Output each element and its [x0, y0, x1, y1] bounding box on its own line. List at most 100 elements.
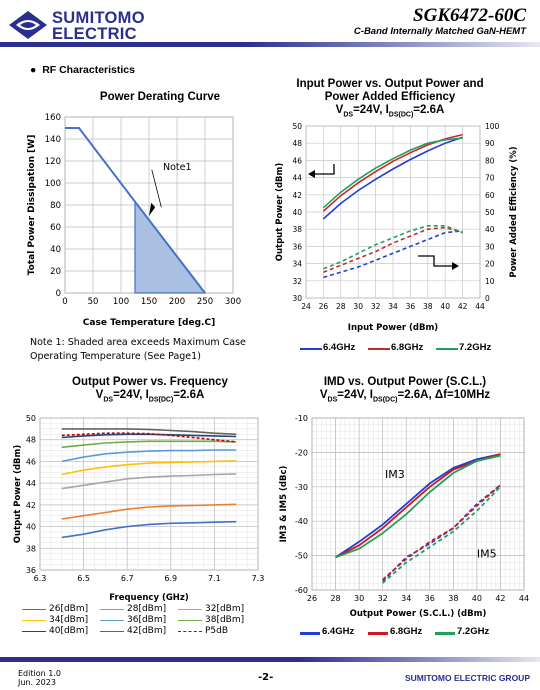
y-tick-label: -40 — [295, 517, 308, 526]
pin-pout-conditions: VDS=24V, IDS(DC)=2.6A — [270, 104, 510, 121]
legend-label: 38[dBm] — [205, 615, 245, 625]
pin-pout-chart-title: Input Power vs. Output Power and Power A… — [270, 78, 510, 121]
x-tick-label: 24 — [301, 302, 311, 311]
y2-tick-label: 0 — [485, 294, 490, 303]
legend-swatch — [178, 620, 202, 621]
brand-name-line1: SUMITOMO — [52, 9, 145, 27]
imd-legend: 6.4GHz 6.8GHz 7.2GHz — [300, 626, 510, 640]
legend-swatch — [100, 609, 124, 610]
x-tick-label: 200 — [169, 297, 185, 307]
y2-tick-label: 30 — [485, 242, 495, 251]
legend-label: 6.8GHz — [390, 626, 423, 637]
y2-tick-label: 10 — [485, 277, 495, 286]
cond-text: =2.6A — [173, 389, 205, 401]
im3-label: IM3 — [385, 468, 405, 481]
y-tick-label: 50 — [26, 414, 36, 423]
cond-sub: DS(DC) — [388, 111, 414, 119]
legend-swatch — [435, 632, 455, 635]
cond-sub: DS — [343, 111, 354, 119]
header-bar — [0, 42, 540, 47]
legend-swatch — [22, 631, 46, 632]
x-tick-label: 26 — [307, 594, 317, 603]
arrow-left-icon — [308, 170, 315, 178]
y-tick-label: 30 — [292, 294, 302, 303]
pout-freq-conditions: VDS=24V, IDS(DC)=2.6A — [30, 389, 270, 406]
y-tick-label: 42 — [292, 191, 302, 200]
y2-tick-label: 20 — [485, 260, 495, 269]
pout-freq-chart: 6.3 6.5 6.7 6.9 7.1 7.3 36 38 40 42 44 46 48 50 Freque… — [13, 414, 265, 603]
cond-text: =24V, I — [337, 389, 373, 401]
series-line — [61, 503, 237, 520]
pin-pout-title-line1: Input Power vs. Output Power and — [296, 78, 484, 90]
x-axis-label: Input Power (dBm) — [348, 323, 439, 333]
x-tick-label: 7.3 — [252, 574, 265, 583]
derating-note-line1: Note 1: Shaded area exceeds Maximum Case — [30, 337, 246, 348]
legend-label: 36[dBm] — [127, 615, 167, 625]
x-tick-label: 30 — [353, 302, 363, 311]
legend-swatch — [100, 620, 124, 621]
y2-tick-label: 80 — [485, 156, 495, 165]
cond-text: =24V, I — [113, 389, 149, 401]
x-tick-label: 38 — [448, 594, 458, 603]
series-line — [61, 520, 237, 539]
y-tick-label: 100 — [45, 179, 61, 189]
y2-tick-label: 50 — [485, 208, 495, 217]
pout-freq-chart-title: Output Power vs. Frequency VDS=24V, IDS(… — [30, 376, 270, 406]
product-description: C-Band Internally Matched GaN-HEMT — [353, 26, 526, 37]
x-tick-label: 100 — [113, 297, 129, 307]
y-tick-label: 0 — [56, 289, 61, 299]
legend-swatch — [22, 620, 46, 621]
im3-series-line — [335, 453, 501, 559]
cond-sub: DS(DC) — [372, 396, 398, 404]
group-name: SUMITOMO ELECTRIC GROUP — [405, 673, 530, 683]
pout-freq-title-line1: Output Power vs. Frequency — [72, 376, 228, 388]
legend-swatch — [368, 348, 390, 350]
legend-label: 34[dBm] — [49, 615, 89, 625]
y-tick-label: 40 — [50, 245, 61, 255]
legend-swatch — [178, 631, 202, 632]
legend-label: 7.2GHz — [457, 626, 490, 637]
y-tick-label: -10 — [295, 414, 308, 423]
y-tick-label: 36 — [26, 566, 36, 575]
legend-swatch — [100, 631, 124, 632]
pae-series-line — [323, 226, 463, 273]
x-tick-label: 44 — [519, 594, 529, 603]
cond-text: =24V, I — [353, 104, 389, 116]
brand-name-line2: ELECTRIC — [52, 25, 137, 43]
y-tick-label: 32 — [292, 277, 302, 286]
pin-pout-legend: 6.4GHz 6.8GHz 7.2GHz — [300, 342, 510, 356]
legend-label: 6.4GHz — [323, 342, 356, 353]
y-tick-label: 40 — [26, 523, 36, 532]
cond-sub: DS(DC) — [148, 396, 174, 404]
y-tick-label: 60 — [50, 223, 61, 233]
y-tick-label: -60 — [295, 586, 308, 595]
imd-title-line1: IMD vs. Output Power (S.C.L.) — [323, 376, 487, 388]
y-tick-label: 48 — [292, 139, 302, 148]
pae-series-line — [323, 230, 463, 279]
cond-sub: DS — [103, 396, 114, 404]
x-tick-label: 6.7 — [121, 574, 134, 583]
edition: Edition 1.0 — [18, 669, 61, 678]
legend-swatch — [178, 609, 202, 610]
y-tick-label: 80 — [50, 201, 61, 211]
legend-label: 42[dBm] — [127, 626, 167, 636]
series-line — [61, 432, 237, 443]
x-tick-label: 36 — [425, 594, 435, 603]
cond-text: V — [335, 104, 344, 116]
x-tick-label: 30 — [354, 594, 364, 603]
y-tick-label: -30 — [295, 483, 308, 492]
legend-label: 28[dBm] — [127, 604, 167, 614]
x-tick-label: 42 — [458, 302, 468, 311]
y-tick-label: 36 — [292, 242, 302, 251]
y2-tick-label: 40 — [485, 225, 495, 234]
section-title: ● RF Characteristics — [30, 64, 135, 76]
legend-label: 26[dBm] — [49, 604, 89, 614]
series-line — [61, 449, 237, 463]
x-tick-label: 0 — [62, 297, 67, 307]
series-line — [61, 428, 237, 436]
bullet-icon: ● — [30, 64, 37, 76]
y-tick-label: 40 — [292, 208, 302, 217]
y-tick-label: 160 — [45, 113, 61, 123]
legend-label: 6.4GHz — [322, 626, 355, 637]
y2-axis-label: Power Added Efficiency (%) — [509, 146, 519, 277]
